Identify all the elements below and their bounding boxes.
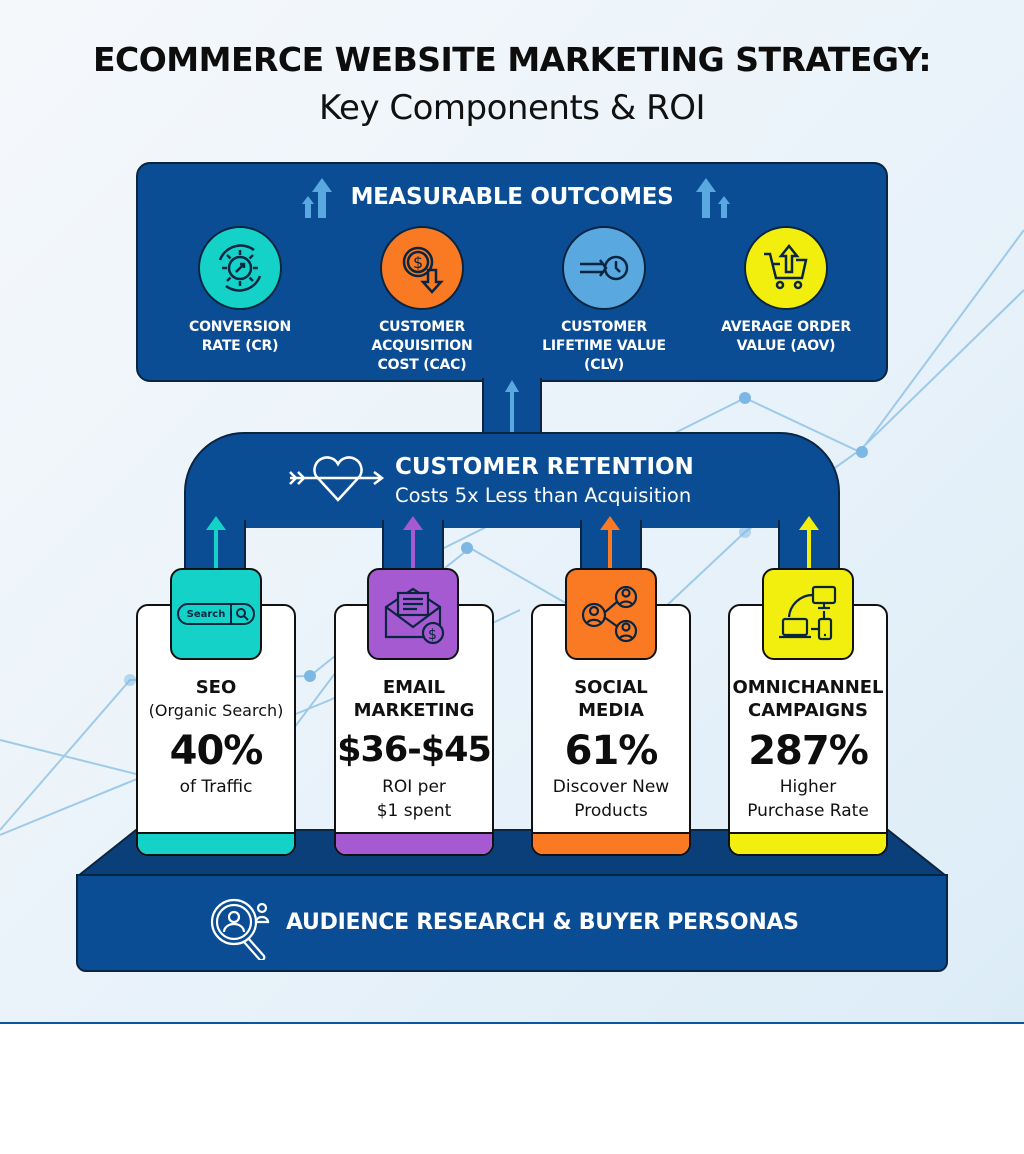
envelope-dollar-icon: $: [367, 568, 459, 660]
card-footer-purple: [336, 832, 492, 854]
channel-title: MEDIA: [578, 700, 644, 721]
channel-stat: 287%: [748, 728, 869, 774]
page-title: ECOMMERCE WEBSITE MARKETING STRATEGY:: [92, 40, 932, 79]
metric-label: CONVERSION: [189, 319, 291, 335]
channel-desc: of Traffic: [179, 777, 253, 797]
metric-label: LIFETIME VALUE: [542, 338, 666, 354]
card-footer-teal: [138, 832, 294, 854]
foundation-label: AUDIENCE RESEARCH & BUYER PERSONAS: [286, 910, 799, 935]
audience-research-platform: AUDIENCE RESEARCH & BUYER PERSONAS: [76, 874, 948, 972]
persona-search-icon: [210, 898, 270, 960]
heart-arrow-icon: [289, 456, 385, 502]
metric-label: AVERAGE ORDER: [721, 319, 851, 335]
channel-subtitle: (Organic Search): [148, 701, 284, 720]
metric-customer-lifetime-value: CUSTOMER LIFETIME VALUE (CLV): [524, 226, 684, 375]
up-arrows-icon: [696, 178, 730, 218]
channel-stat: 61%: [564, 728, 659, 774]
channel-title: OMNICHANNEL: [732, 677, 884, 698]
connector-retention-to-outcomes: [482, 378, 542, 438]
channel-name: SOCIAL MEDIA: [533, 676, 689, 722]
metric-average-order-value: AVERAGE ORDER VALUE (AOV): [706, 226, 866, 356]
measurable-outcomes-panel: MEASURABLE OUTCOMES CONVERSION RATE (CR): [136, 162, 888, 382]
channel-desc: $1 spent: [376, 801, 452, 821]
channel-stat: $36-$45: [337, 730, 492, 770]
channel-desc: Products: [574, 801, 648, 821]
channel-title: SOCIAL: [574, 677, 648, 698]
card-footer-yellow: [730, 832, 886, 854]
bottom-divider: [0, 1022, 1024, 1024]
metric-label: (CLV): [584, 357, 624, 373]
metric-customer-acquisition-cost: $ CUSTOMER ACQUISITION COST (CAC): [342, 226, 502, 375]
up-arrow-yellow-icon: [799, 516, 819, 570]
up-arrows-icon: [302, 178, 332, 218]
channel-title: EMAIL: [382, 677, 446, 698]
channel-name: EMAIL MARKETING: [336, 676, 492, 722]
channel-desc: ROI per: [382, 777, 446, 797]
card-footer-orange: [533, 832, 689, 854]
up-arrow-teal-icon: [206, 516, 226, 570]
magnifier-icon: [230, 605, 250, 623]
arrow-clock-icon: [562, 226, 646, 310]
svg-text:$: $: [413, 253, 423, 272]
metric-label: ACQUISITION: [371, 338, 473, 354]
dollar-down-icon: $: [380, 226, 464, 310]
channel-title: MARKETING: [353, 700, 475, 721]
outcomes-title: MEASURABLE OUTCOMES: [350, 184, 674, 210]
channel-name: SEO (Organic Search): [138, 676, 294, 722]
infographic-canvas: ECOMMERCE WEBSITE MARKETING STRATEGY: Ke…: [0, 0, 1024, 1024]
metric-conversion-rate: CONVERSION RATE (CR): [160, 226, 320, 356]
page-subtitle: Key Components & ROI: [318, 88, 706, 128]
svg-text:$: $: [428, 627, 437, 643]
retention-title: CUSTOMER RETENTION: [395, 454, 694, 480]
cart-up-icon: [744, 226, 828, 310]
channel-title: CAMPAIGNS: [747, 700, 869, 721]
metric-label: RATE (CR): [201, 338, 279, 354]
metric-label: CUSTOMER: [561, 319, 647, 335]
devices-icon: [762, 568, 854, 660]
channel-card-omnichannel: OMNICHANNEL CAMPAIGNS 287% Higher Purcha…: [728, 604, 888, 856]
up-arrow-orange-icon: [600, 516, 620, 570]
channel-name: OMNICHANNEL CAMPAIGNS: [730, 676, 886, 722]
channel-desc: Higher: [779, 777, 837, 797]
channel-desc: Discover New: [552, 777, 670, 797]
up-arrow-purple-icon: [403, 516, 423, 570]
metric-label: CUSTOMER: [379, 319, 465, 335]
retention-subtitle: Costs 5x Less than Acquisition: [395, 484, 692, 507]
up-arrow-icon: [505, 380, 519, 436]
search-bar-text: Search: [186, 608, 226, 620]
customer-retention-panel: CUSTOMER RETENTION Costs 5x Less than Ac…: [184, 432, 840, 528]
metric-label: COST (CAC): [377, 357, 467, 373]
channel-title: SEO: [195, 677, 237, 698]
channel-desc: Purchase Rate: [747, 801, 869, 821]
social-network-icon: [565, 568, 657, 660]
gear-cycle-icon: [198, 226, 282, 310]
metric-label: VALUE (AOV): [736, 338, 836, 354]
channel-stat: 40%: [169, 728, 264, 774]
search-bar-icon: Search: [170, 568, 262, 660]
